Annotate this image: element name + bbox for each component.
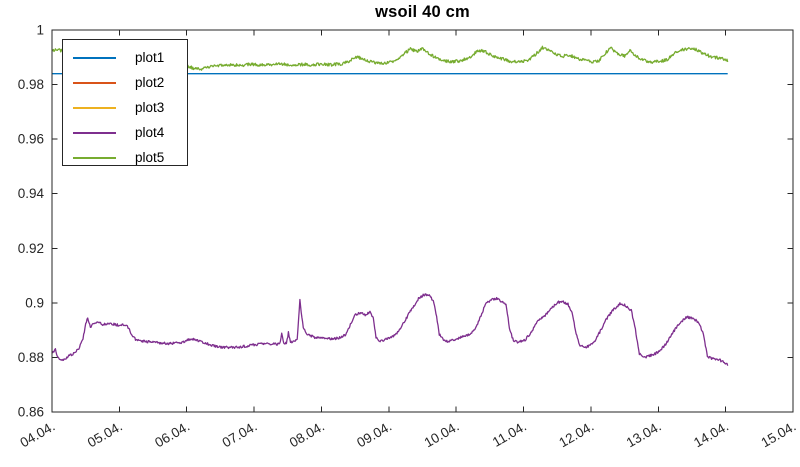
legend-line-sample-plot5 <box>73 156 116 159</box>
legend-label-plot5: plot5 <box>135 149 165 165</box>
legend-label-plot2: plot2 <box>135 74 165 90</box>
legend-label-plot1: plot1 <box>135 49 165 65</box>
legend-item-plot5[interactable]: plot5 <box>63 145 187 170</box>
y-tick-label: 0.94 <box>18 186 45 201</box>
x-tick-label: 14.04. <box>691 419 731 451</box>
legend[interactable]: plot1 plot2 plot3 plot4 plot5 <box>62 39 188 166</box>
x-tick-label: 11.04. <box>490 419 529 450</box>
x-tick-label: 13.04. <box>624 419 664 451</box>
legend-line-sample-plot2 <box>73 81 116 84</box>
plot-box <box>51 29 794 413</box>
y-tick-label: 0.98 <box>18 77 44 92</box>
legend-line-sample-plot1 <box>73 56 116 59</box>
legend-item-plot2[interactable]: plot2 <box>63 70 187 95</box>
axes <box>51 29 794 413</box>
y-tick-label: 0.9 <box>25 295 44 310</box>
y-tick-label: 0.96 <box>18 132 44 147</box>
chart-title: wsoil 40 cm <box>375 3 470 21</box>
legend-line-sample-plot3 <box>73 106 116 109</box>
legend-item-plot4[interactable]: plot4 <box>63 120 187 145</box>
x-tick-label: 06.04. <box>152 419 192 451</box>
y-tick-label: 1 <box>36 23 44 38</box>
legend-label-plot3: plot3 <box>135 99 165 115</box>
y-tick-label: 0.86 <box>18 405 44 420</box>
x-tick-label: 10.04. <box>422 419 462 451</box>
y-tick-label: 0.92 <box>18 241 44 256</box>
y-tick-label: 0.88 <box>18 350 44 365</box>
legend-label-plot4: plot4 <box>135 124 165 140</box>
x-tick-label: 04.04. <box>17 419 57 451</box>
x-tick-label: 05.04. <box>85 419 125 451</box>
x-tick-label: 09.04. <box>354 419 394 451</box>
x-tick-label: 08.04. <box>287 419 327 451</box>
x-tick-label: 07.04. <box>220 419 260 451</box>
series-plot4-line <box>51 293 729 366</box>
x-tick-label: 15.04. <box>758 419 798 451</box>
legend-line-sample-plot4 <box>73 131 116 134</box>
x-tick-label: 12.04. <box>556 419 596 451</box>
legend-item-plot1[interactable]: plot1 <box>63 45 187 70</box>
legend-item-plot3[interactable]: plot3 <box>63 95 187 120</box>
